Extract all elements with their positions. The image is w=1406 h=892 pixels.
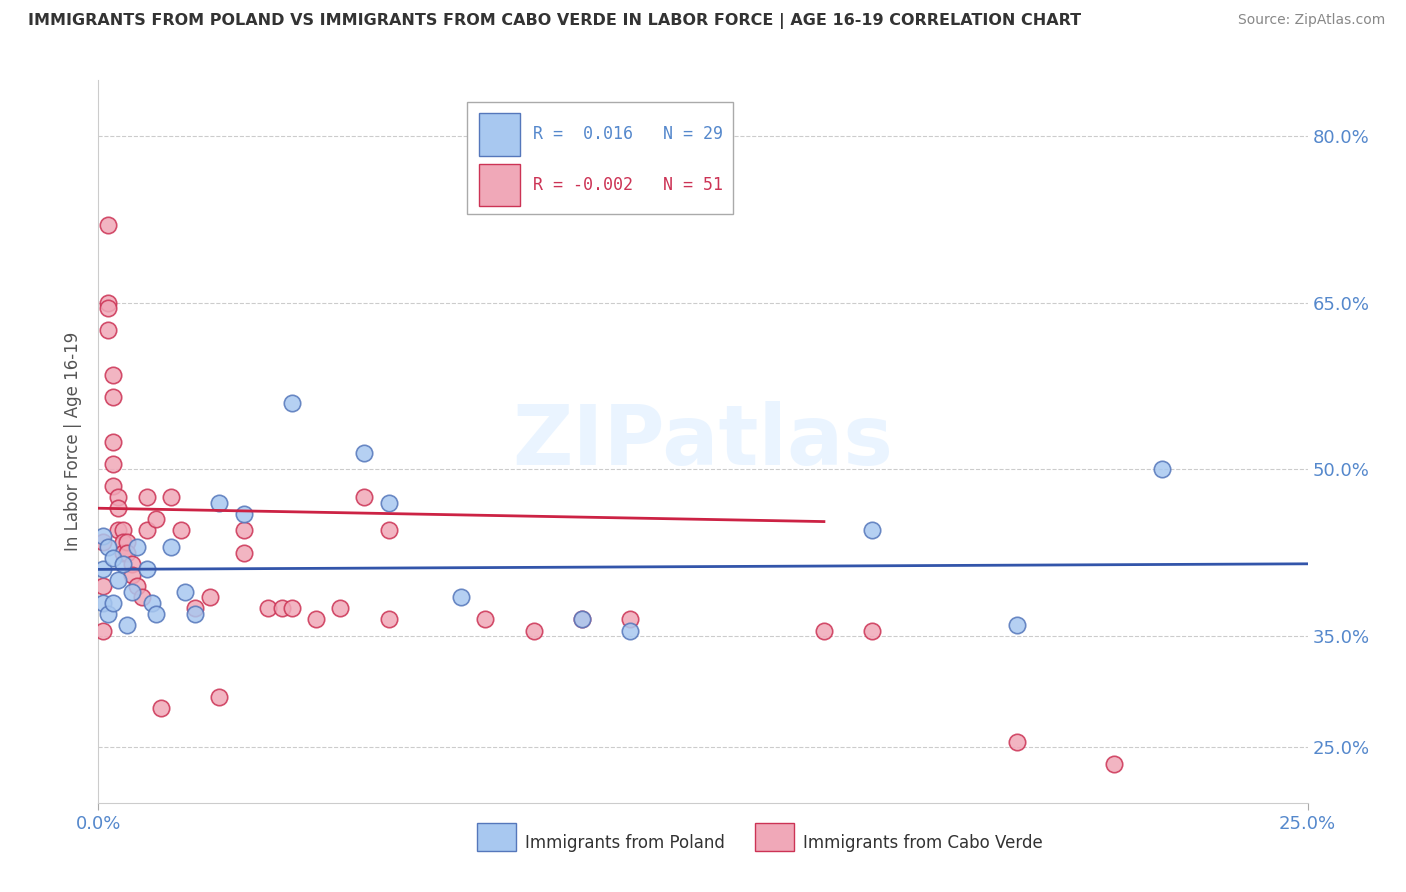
Point	[127, 579, 149, 593]
Point	[117, 618, 139, 632]
FancyBboxPatch shape	[479, 164, 520, 206]
Point	[329, 601, 352, 615]
Point	[117, 534, 139, 549]
Point	[474, 612, 496, 626]
Point	[619, 612, 641, 626]
Point	[107, 490, 129, 504]
Point	[281, 601, 304, 615]
Point	[107, 501, 129, 516]
Point	[184, 601, 207, 615]
Text: ZIPatlas: ZIPatlas	[513, 401, 893, 482]
Text: R = -0.002   N = 51: R = -0.002 N = 51	[533, 176, 723, 194]
Point	[91, 596, 114, 610]
Text: Source: ZipAtlas.com: Source: ZipAtlas.com	[1237, 13, 1385, 28]
Point	[160, 540, 183, 554]
Text: IMMIGRANTS FROM POLAND VS IMMIGRANTS FROM CABO VERDE IN LABOR FORCE | AGE 16-19 : IMMIGRANTS FROM POLAND VS IMMIGRANTS FRO…	[28, 13, 1081, 29]
Point	[1007, 618, 1029, 632]
Point	[1007, 734, 1029, 748]
Point	[101, 457, 124, 471]
Point	[150, 701, 173, 715]
Point	[169, 524, 191, 538]
Point	[450, 590, 472, 604]
Point	[571, 612, 593, 626]
Point	[813, 624, 835, 638]
Point	[111, 534, 134, 549]
Point	[97, 301, 120, 315]
Point	[111, 546, 134, 560]
FancyBboxPatch shape	[479, 113, 520, 156]
Point	[377, 496, 399, 510]
Point	[121, 568, 143, 582]
Point	[135, 490, 157, 504]
Point	[305, 612, 328, 626]
Point	[101, 390, 124, 404]
Point	[97, 218, 120, 232]
Point	[860, 624, 883, 638]
FancyBboxPatch shape	[477, 823, 516, 851]
Point	[174, 584, 197, 599]
Point	[101, 479, 124, 493]
Point	[860, 524, 883, 538]
Text: Immigrants from Cabo Verde: Immigrants from Cabo Verde	[803, 833, 1043, 852]
Point	[208, 496, 231, 510]
FancyBboxPatch shape	[755, 823, 794, 851]
FancyBboxPatch shape	[467, 102, 734, 214]
Point	[1152, 462, 1174, 476]
Point	[131, 590, 153, 604]
Point	[619, 624, 641, 638]
Point	[121, 584, 143, 599]
Point	[91, 624, 114, 638]
Point	[97, 323, 120, 337]
Point	[135, 562, 157, 576]
Point	[135, 524, 157, 538]
Point	[571, 612, 593, 626]
Y-axis label: In Labor Force | Age 16-19: In Labor Force | Age 16-19	[65, 332, 83, 551]
Point	[91, 562, 114, 576]
Point	[101, 368, 124, 382]
Point	[107, 524, 129, 538]
Point	[377, 612, 399, 626]
Point	[111, 524, 134, 538]
Point	[184, 607, 207, 621]
Point	[145, 607, 167, 621]
Point	[97, 607, 120, 621]
Point	[117, 546, 139, 560]
Point	[281, 395, 304, 409]
Point	[91, 579, 114, 593]
Point	[145, 512, 167, 526]
Text: Immigrants from Poland: Immigrants from Poland	[526, 833, 725, 852]
Point	[91, 534, 114, 549]
Point	[101, 434, 124, 449]
Point	[121, 557, 143, 571]
Point	[160, 490, 183, 504]
Point	[97, 540, 120, 554]
Point	[111, 557, 134, 571]
Point	[141, 596, 163, 610]
Point	[101, 596, 124, 610]
Point	[232, 524, 254, 538]
Point	[91, 529, 114, 543]
Point	[353, 490, 375, 504]
Point	[1102, 756, 1125, 771]
Point	[271, 601, 294, 615]
Point	[232, 546, 254, 560]
Text: R =  0.016   N = 29: R = 0.016 N = 29	[533, 126, 723, 144]
Point	[101, 551, 124, 566]
Point	[232, 507, 254, 521]
Point	[256, 601, 278, 615]
Point	[198, 590, 221, 604]
Point	[377, 524, 399, 538]
Point	[97, 295, 120, 310]
Point	[353, 445, 375, 459]
Point	[127, 540, 149, 554]
Point	[107, 574, 129, 588]
Point	[523, 624, 546, 638]
Point	[208, 690, 231, 705]
